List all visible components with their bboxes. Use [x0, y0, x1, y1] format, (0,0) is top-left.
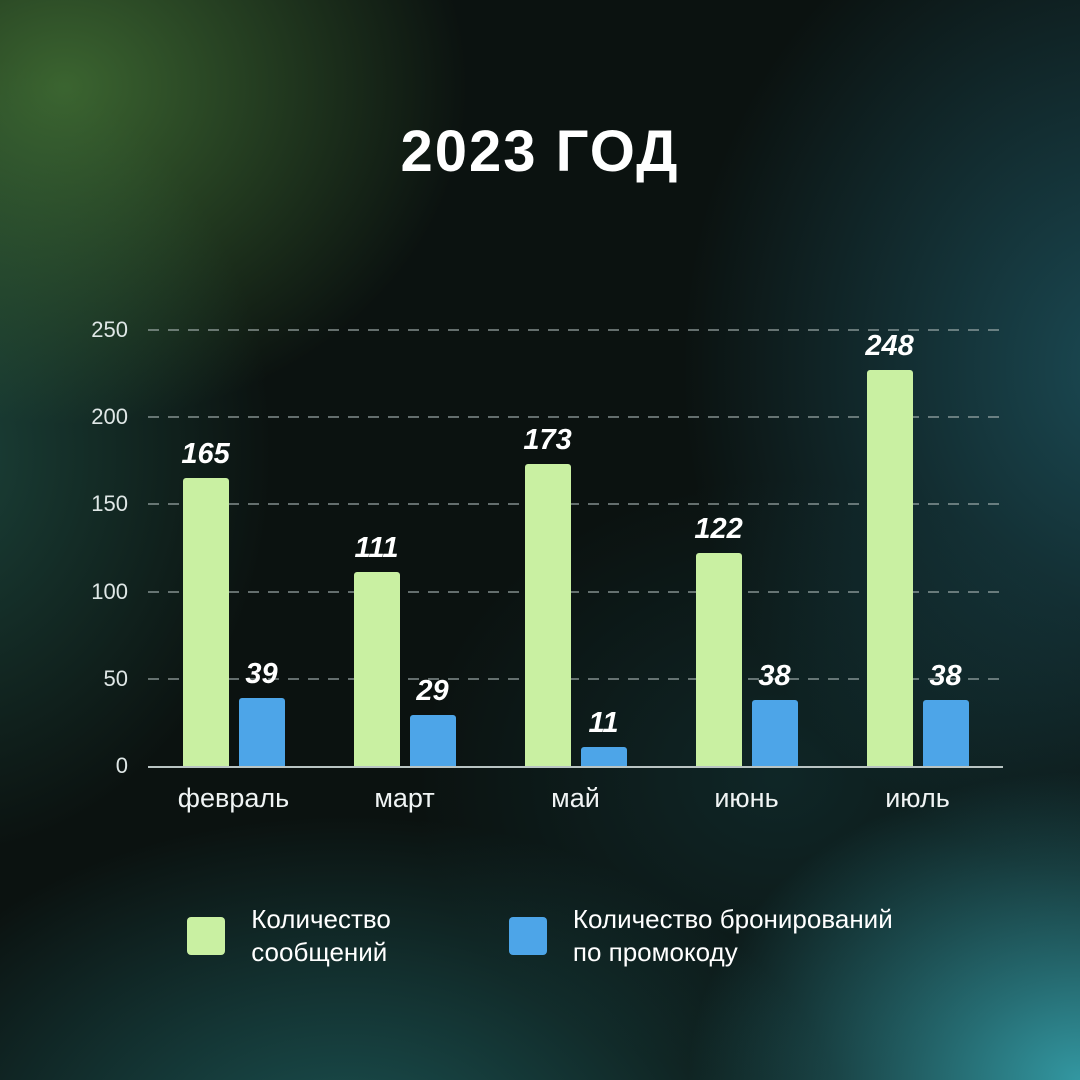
bar-value-label: 248 [865, 330, 914, 362]
bar-group: 111 29 март [319, 330, 490, 813]
gridline [148, 416, 1003, 419]
y-axis-tick-label: 50 [103, 665, 128, 691]
x-axis-category-label: июль [885, 783, 950, 813]
legend-label-line: сообщений [251, 936, 388, 967]
gridline [148, 329, 1003, 331]
legend-label: Количество сообщений [251, 903, 391, 968]
bar-group: 122 38 июнь [661, 330, 832, 813]
bar [695, 553, 742, 766]
bar-column: 111 [353, 330, 400, 766]
plot-area: 0 50 100 150 200 250 165 39 февраль 111 29 март 173 1… [91, 317, 1003, 813]
bar [238, 697, 285, 766]
bar-value-label: 39 [245, 657, 278, 690]
legend-swatch [508, 916, 547, 955]
y-axis-tick-label: 100 [91, 578, 128, 604]
bar [182, 478, 229, 766]
bar [922, 699, 969, 766]
bar [524, 464, 571, 766]
legend-label-line: по промокоду [572, 936, 738, 967]
y-axis-tick-label: 200 [91, 404, 128, 430]
bar-group: 173 11 май [490, 330, 661, 813]
bar-value-label: 111 [354, 532, 399, 565]
bar-value-label: 122 [694, 513, 743, 546]
legend-item-bookings: Количество бронирований по промокоду [508, 903, 893, 968]
bar-column: 248 [865, 330, 914, 766]
bar-column: 122 [694, 330, 743, 766]
bar [409, 715, 456, 766]
bar-column: 173 [523, 330, 572, 766]
bar-column: 29 [409, 330, 456, 766]
y-axis-tick-label: 150 [91, 491, 128, 517]
bar-value-label: 11 [588, 706, 619, 739]
bar [353, 572, 400, 766]
legend-label: Количество бронирований по промокоду [573, 903, 893, 968]
bar-value-label: 173 [523, 424, 572, 457]
y-axis-tick-label: 0 [115, 753, 128, 778]
legend: Количество сообщений Количество бронирова… [0, 903, 1080, 968]
legend-item-messages: Количество сообщений [187, 903, 391, 968]
bar-value-label: 165 [181, 438, 230, 471]
y-axis-tick-label: 250 [91, 317, 128, 342]
x-axis-category-label: июнь [714, 783, 779, 813]
bar-group: 248 38 июль [832, 330, 1003, 813]
bar-column: 39 [238, 330, 285, 766]
bar-value-label: 29 [416, 675, 449, 708]
x-axis-category-label: май [551, 783, 600, 813]
bar [866, 370, 913, 766]
legend-label-line: Количество бронирований [572, 904, 893, 934]
legend-swatch [187, 916, 226, 955]
bar [751, 699, 798, 766]
bar-column: 11 [580, 330, 627, 766]
legend-label-line: Количество [251, 904, 391, 934]
gridline [148, 677, 1003, 680]
bar [580, 746, 627, 766]
bar-value-label: 38 [929, 659, 962, 692]
bar-column: 165 [181, 330, 230, 766]
bar-column: 38 [922, 330, 969, 766]
x-axis-category-label: февраль [177, 783, 290, 813]
bar-value-label: 38 [758, 659, 791, 692]
chart-title: 2023 ГОД [400, 119, 680, 184]
gridline [148, 503, 1003, 506]
bar-group: 165 39 февраль [148, 330, 319, 813]
x-axis-category-label: март [374, 783, 435, 813]
gridline [148, 590, 1003, 593]
bar-column: 38 [751, 330, 798, 766]
